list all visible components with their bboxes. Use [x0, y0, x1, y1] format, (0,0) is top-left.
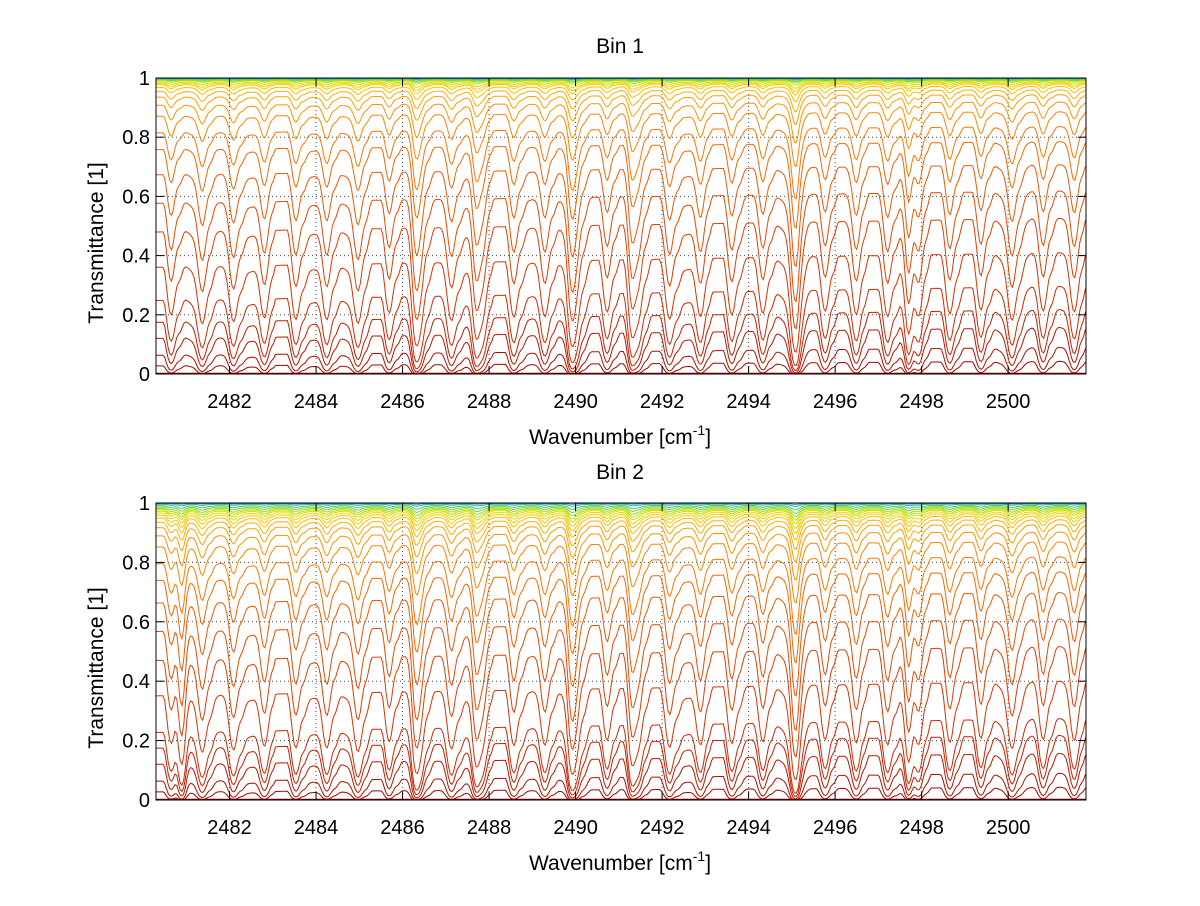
- y-tick-label: 0.2: [122, 731, 150, 753]
- series-line: [156, 513, 1086, 534]
- x-tick-label: 2494: [726, 817, 771, 839]
- x-tick-label: 2490: [553, 391, 598, 413]
- x-axis-label-superscript: -1: [693, 848, 706, 864]
- x-tick-label: 2486: [380, 817, 425, 839]
- series-line: [156, 519, 1086, 551]
- panel-title: Bin 1: [596, 35, 644, 58]
- axes-box: [155, 502, 1087, 801]
- series-line: [156, 79, 1086, 86]
- y-axis-label: Transmittance [1]: [85, 162, 108, 323]
- x-tick-label: 2484: [294, 817, 339, 839]
- series-line: [156, 81, 1086, 89]
- x-tick-label: 2496: [813, 391, 858, 413]
- series-line: [156, 504, 1086, 511]
- series-group: [156, 78, 1086, 374]
- series-line: [156, 718, 1086, 794]
- x-tick-label: 2496: [813, 817, 858, 839]
- y-tick-label: 0.4: [122, 671, 150, 693]
- series-group: [156, 503, 1086, 800]
- panel-bin-1: Bin 1 2482 2484 2486 2488 2490 2492 2494 2496 24…: [85, 35, 1087, 449]
- series-line: [156, 82, 1086, 93]
- x-tick-label: 2498: [899, 817, 944, 839]
- x-tick-label: 2484: [294, 391, 339, 413]
- series-line: [156, 508, 1086, 521]
- series-line: [156, 752, 1086, 800]
- series-line: [156, 507, 1086, 518]
- series-line: [156, 645, 1086, 758]
- series-line: [156, 618, 1086, 732]
- y-axis-label: Transmittance [1]: [85, 587, 108, 748]
- series-line: [156, 89, 1086, 113]
- x-tick-label: 2500: [986, 391, 1031, 413]
- panel-bin-2: Bin 2 2482 2484 2486 2488 2490 2492 2494 2496 24…: [85, 461, 1087, 875]
- series-line: [156, 309, 1086, 372]
- x-tick-label: 2482: [207, 391, 252, 413]
- x-tick-label: 2490: [553, 817, 598, 839]
- series-line: [156, 511, 1086, 529]
- y-tick-label: 0: [139, 790, 150, 812]
- series-line: [156, 85, 1086, 103]
- series-line: [156, 360, 1086, 374]
- x-tick-label: 2488: [467, 391, 512, 413]
- series-line: [156, 141, 1086, 229]
- x-axis-label-end: ]: [705, 426, 711, 449]
- x-tick-label: 2498: [899, 391, 944, 413]
- series-line: [156, 531, 1086, 581]
- y-tick-label: 0.4: [122, 246, 150, 268]
- y-tick-label: 0.8: [122, 127, 150, 149]
- plot-area: 2482 2484 2486 2488 2490 2492 2494 2496 2498 2500…: [122, 68, 1087, 413]
- x-tick-label: 2486: [380, 391, 425, 413]
- series-line: [156, 571, 1086, 664]
- series-line: [156, 503, 1086, 508]
- series-line: [156, 326, 1086, 374]
- series-line: [156, 83, 1086, 96]
- series-line: [156, 592, 1086, 697]
- series-line: [156, 217, 1086, 330]
- series-line: [156, 506, 1086, 514]
- y-tick-label: 0: [139, 364, 150, 386]
- series-line: [156, 346, 1086, 374]
- y-tick-label: 1: [139, 68, 150, 90]
- series-line: [156, 111, 1086, 168]
- series-line: [156, 524, 1086, 563]
- series-line: [156, 285, 1086, 367]
- y-tick-label: 0.8: [122, 552, 150, 574]
- axes-box: [155, 77, 1087, 375]
- series-line: [156, 164, 1086, 268]
- y-tick-label: 0.2: [122, 305, 150, 327]
- x-axis-label-superscript: -1: [693, 422, 706, 438]
- series-line: [156, 734, 1086, 798]
- series-line: [156, 190, 1086, 303]
- x-axis-label: Wavenumber [cm-1]: [529, 422, 711, 449]
- series-line: [156, 94, 1086, 126]
- series-line: [156, 515, 1086, 541]
- x-axis-label-text: Wavenumber [cm: [529, 426, 693, 449]
- y-tick-label: 0.6: [122, 186, 150, 208]
- series-line: [156, 509, 1086, 525]
- x-axis-label-text: Wavenumber [cm: [529, 852, 693, 875]
- series-line: [156, 556, 1086, 636]
- series-line: [156, 772, 1086, 800]
- x-axis-label: Wavenumber [cm-1]: [529, 848, 711, 875]
- x-axis-label-end: ]: [705, 852, 711, 875]
- x-tick-label: 2488: [467, 817, 512, 839]
- series-line: [156, 126, 1086, 200]
- y-tick-label: 0.6: [122, 612, 150, 634]
- series-line: [156, 786, 1086, 800]
- x-tick-label: 2494: [726, 391, 771, 413]
- plot-area: 2482 2484 2486 2488 2490 2492 2494 2496 2498 2500…: [122, 493, 1087, 839]
- series-line: [156, 541, 1086, 604]
- series-line: [156, 252, 1086, 353]
- panel-title: Bin 2: [596, 461, 644, 484]
- x-tick-label: 2482: [207, 817, 252, 839]
- x-tick-label: 2500: [986, 817, 1031, 839]
- y-tick-label: 1: [139, 493, 150, 515]
- series-line: [156, 680, 1086, 781]
- x-tick-label: 2492: [640, 817, 685, 839]
- series-line: [156, 101, 1086, 144]
- x-tick-label: 2492: [640, 391, 685, 413]
